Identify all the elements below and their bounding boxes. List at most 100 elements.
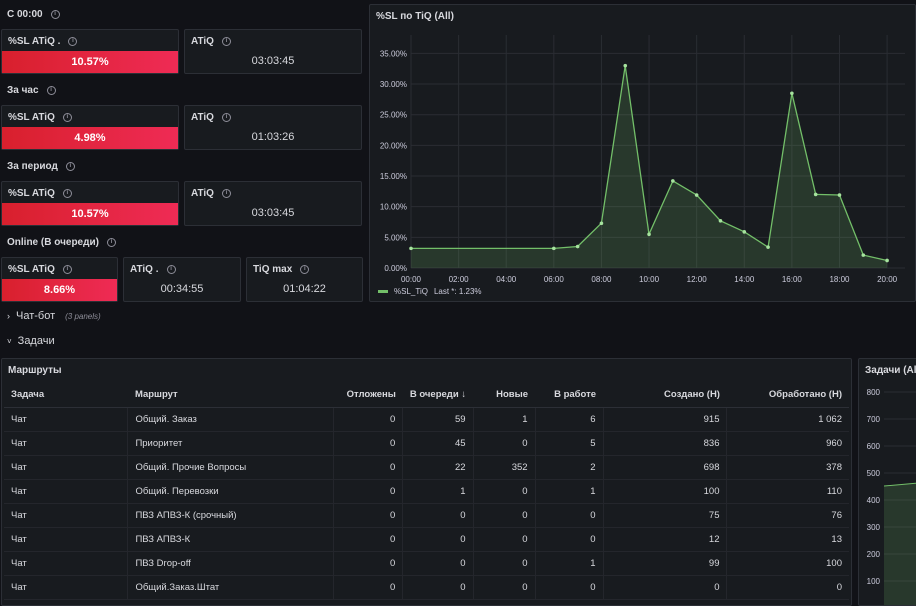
table-row[interactable]: Чат Общий. Прочие Вопросы 0 22 352 2 698 378 bbox=[4, 455, 849, 480]
data-point bbox=[694, 193, 699, 197]
column-header-new[interactable]: Новые bbox=[473, 383, 536, 408]
x-tick-label: 02:00 bbox=[449, 275, 470, 284]
cell-task: Чат bbox=[4, 551, 129, 576]
series-area bbox=[411, 65, 888, 268]
info-icon[interactable]: i bbox=[300, 265, 310, 274]
data-point bbox=[409, 246, 413, 251]
panel-title-text: %SL ATiQ bbox=[8, 112, 55, 123]
cell-processed: 960 bbox=[726, 431, 849, 456]
column-header-created[interactable]: Создано (Н) bbox=[603, 383, 727, 408]
row-title-text: За час bbox=[7, 85, 39, 96]
row-tasks-title: Задачи bbox=[17, 335, 55, 347]
panel-title: %SL ATiQ i bbox=[8, 188, 72, 199]
series-line bbox=[883, 482, 916, 487]
column-header-in-progress[interactable]: В работе bbox=[535, 383, 604, 408]
y-tick-label: 35.00% bbox=[380, 49, 407, 58]
cell-in-progress: 0 bbox=[535, 503, 604, 528]
panel-title: ATiQ i bbox=[191, 36, 231, 47]
table-row[interactable]: Чат ПВЗ Drop-off 0 0 0 1 99 100 bbox=[4, 551, 849, 576]
y-tick-label: 15.00% bbox=[380, 172, 407, 181]
table-row[interactable]: Чат Общий. Перевозки 0 1 0 1 100 110 bbox=[4, 479, 849, 504]
panel-title: ATiQ i bbox=[191, 188, 231, 199]
stat-sl-atiq-online: %SL ATiQ i 8.66% bbox=[1, 257, 118, 302]
x-axis-ticks: 00:00 02:00 04:00 06:00 08:00 10:00 12:00 14:00… bbox=[401, 275, 898, 284]
cell-processed: 1 062 bbox=[726, 407, 849, 432]
cell-task: Чат bbox=[4, 407, 129, 432]
panel-title-text: ATiQ . bbox=[130, 264, 159, 275]
column-header-label: В очереди bbox=[409, 389, 459, 401]
cell-in-progress: 2 bbox=[535, 455, 604, 480]
column-header-in-queue[interactable]: В очереди ↓ bbox=[402, 383, 474, 408]
routes-table-wrap: Задача Маршрут Отложены В очереди ↓ Новы… bbox=[4, 383, 849, 600]
panel-title-text: ATiQ bbox=[191, 36, 214, 47]
legend-last-value: Last *: 1.23% bbox=[433, 287, 482, 296]
y-tick-label: 300 bbox=[867, 523, 881, 532]
x-tick-label: 08:00 bbox=[591, 275, 612, 284]
legend-label: %SL_TiQ bbox=[394, 287, 428, 296]
series-area bbox=[884, 483, 916, 605]
y-tick-label: 30.00% bbox=[380, 80, 407, 89]
column-header-route[interactable]: Маршрут bbox=[127, 383, 334, 408]
column-header-task[interactable]: Задача bbox=[4, 383, 128, 408]
table-row[interactable]: Чат ПВЗ АПВЗ-К (срочный) 0 0 0 0 75 76 bbox=[4, 503, 849, 528]
panel-title: %SL по TiQ (All) bbox=[376, 11, 454, 22]
panel-title-text: %SL ATiQ bbox=[8, 188, 55, 199]
panel-title-text: ATiQ bbox=[191, 188, 214, 199]
row-chat-bot-panel-count: (3 panels) bbox=[65, 311, 101, 321]
row-title-text: Online (В очереди) bbox=[7, 237, 99, 248]
cell-new: 1 bbox=[473, 407, 536, 432]
info-icon[interactable]: i bbox=[62, 265, 72, 274]
info-icon[interactable]: i bbox=[221, 37, 231, 46]
info-icon[interactable]: i bbox=[106, 238, 116, 247]
info-icon[interactable]: i bbox=[221, 113, 231, 122]
y-tick-label: 800 bbox=[867, 388, 881, 397]
cell-route: Общий. Заказ bbox=[127, 407, 335, 432]
info-icon[interactable]: i bbox=[46, 86, 56, 95]
column-header-processed[interactable]: Обработано (Н) bbox=[726, 383, 849, 408]
cell-in-queue: 22 bbox=[402, 455, 474, 480]
row-chat-bot[interactable]: › Чат-бот (3 panels) bbox=[7, 310, 101, 322]
line-chart: 0.00% 5.00% 10.00% 15.00% 20.00% 25.00% 30.00%… bbox=[380, 35, 905, 284]
cell-new: 352 bbox=[473, 455, 536, 480]
panel-title: ATiQ i bbox=[191, 112, 231, 123]
info-icon[interactable]: i bbox=[166, 265, 176, 274]
cell-created: 75 bbox=[603, 503, 728, 528]
data-point bbox=[861, 253, 866, 257]
y-axis-ticks: 800 700 600 500 400 300 200 100 bbox=[867, 388, 916, 586]
stat-atiq-per-period: ATiQ i 03:03:45 bbox=[184, 181, 362, 226]
y-tick-label: 500 bbox=[867, 469, 881, 478]
row-tasks[interactable]: ˅ Задачи bbox=[7, 335, 55, 347]
cell-deferred: 0 bbox=[333, 431, 404, 456]
stat-atiq-per-hour: ATiQ i 01:03:26 bbox=[184, 105, 362, 150]
cell-task: Чат bbox=[4, 575, 129, 600]
data-point bbox=[671, 179, 675, 183]
y-axis-ticks: 0.00% 5.00% 10.00% 15.00% 20.00% 25.00% 30.00%… bbox=[380, 49, 407, 273]
stat-sl-atiq-per-hour: %SL ATiQ i 4.98% bbox=[1, 105, 179, 150]
data-point bbox=[837, 193, 842, 197]
table-row[interactable]: Чат Общий. Заказ 0 59 1 6 915 1 062 bbox=[4, 407, 849, 432]
stat-value: 8.66% bbox=[2, 279, 117, 301]
cell-in-queue: 0 bbox=[402, 527, 474, 552]
x-tick-label: 14:00 bbox=[734, 275, 755, 284]
info-icon[interactable]: i bbox=[221, 189, 231, 198]
info-icon[interactable]: i bbox=[62, 113, 72, 122]
table-row[interactable]: Чат Общий.Заказ.Штат 0 0 0 0 0 0 bbox=[4, 575, 849, 600]
chart-legend[interactable]: %SL_TiQ Last *: 1.23% bbox=[378, 287, 482, 296]
table-row[interactable]: Чат Приоритет 0 45 0 5 836 960 bbox=[4, 431, 849, 456]
info-icon[interactable]: i bbox=[65, 162, 75, 171]
sort-desc-icon: ↓ bbox=[461, 389, 467, 401]
table-row[interactable]: Чат ПВЗ АПВЗ-К 0 0 0 0 12 13 bbox=[4, 527, 849, 552]
column-header-deferred[interactable]: Отложены bbox=[333, 383, 403, 408]
x-tick-label: 18:00 bbox=[829, 275, 850, 284]
tasks-chart-title: Задачи (All bbox=[865, 365, 916, 376]
data-point bbox=[623, 63, 628, 68]
table-title: Маршруты bbox=[8, 365, 62, 376]
info-icon[interactable]: i bbox=[50, 10, 60, 19]
cell-created: 698 bbox=[603, 455, 728, 480]
info-icon[interactable]: i bbox=[62, 189, 72, 198]
cell-new: 0 bbox=[473, 503, 536, 528]
data-point bbox=[647, 232, 651, 237]
info-icon[interactable]: i bbox=[68, 37, 78, 46]
panel-title: %SL ATiQ . i bbox=[8, 36, 78, 47]
cell-in-queue: 45 bbox=[402, 431, 474, 456]
